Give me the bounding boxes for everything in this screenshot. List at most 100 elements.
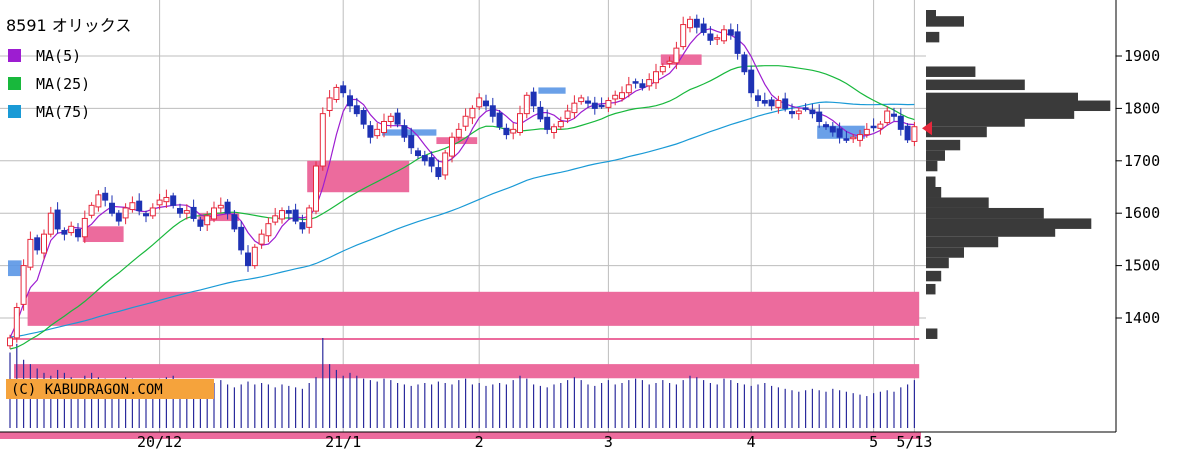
support-box xyxy=(660,54,702,65)
ma75-line xyxy=(9,101,915,338)
candlestick xyxy=(360,107,367,129)
candle-body xyxy=(455,128,462,138)
candlestick xyxy=(673,41,680,70)
candle-body xyxy=(551,126,557,134)
candlestick xyxy=(306,204,313,234)
candle-body xyxy=(428,157,435,167)
candlestick xyxy=(197,216,204,232)
candle-body xyxy=(489,105,496,117)
candlestick xyxy=(721,25,727,44)
candle-body xyxy=(95,194,102,208)
profile-bar xyxy=(926,197,989,208)
profile-bar xyxy=(926,79,1025,91)
candlestick xyxy=(367,120,374,144)
candle-body xyxy=(870,125,877,129)
axes: 1400 1500 1600 1700 1800 1900 20/12 21/1 2 3 4 5 5/1… xyxy=(0,0,1160,451)
candlestick xyxy=(829,122,836,137)
candle-body xyxy=(578,97,585,103)
candlestick xyxy=(129,196,136,213)
candle-body xyxy=(217,204,224,209)
candlestick xyxy=(795,107,802,120)
candlestick xyxy=(714,34,721,45)
candlestick xyxy=(442,149,449,180)
candle-body xyxy=(149,207,156,217)
resistance-box xyxy=(382,129,437,136)
candlestick xyxy=(34,234,41,255)
candlestick xyxy=(258,229,265,249)
candlestick xyxy=(564,104,571,124)
candle-body xyxy=(435,167,442,178)
candlestick xyxy=(625,76,632,98)
candle-body xyxy=(625,84,632,94)
profile-bar xyxy=(926,187,942,198)
candle-body xyxy=(707,33,714,41)
candlestick xyxy=(47,206,54,238)
candlestick xyxy=(469,105,476,125)
candle-body xyxy=(231,214,238,230)
candle-body xyxy=(190,206,197,219)
candlestick xyxy=(775,95,782,114)
candlesticks xyxy=(7,14,918,349)
candlestick xyxy=(904,123,911,143)
candlestick xyxy=(768,96,775,111)
candle-body xyxy=(306,207,313,228)
candlestick xyxy=(816,104,823,128)
candlestick xyxy=(177,203,183,218)
candlestick xyxy=(224,199,231,220)
y-tick-label: 1500 xyxy=(1124,257,1160,275)
candle-body xyxy=(761,100,768,104)
candlestick xyxy=(653,63,659,90)
candlestick xyxy=(809,103,816,119)
resistance-box xyxy=(8,260,22,277)
candlestick xyxy=(217,197,224,213)
support-box xyxy=(82,226,124,243)
resistance-box xyxy=(538,87,566,94)
candlestick xyxy=(428,151,435,173)
candlestick xyxy=(523,92,530,119)
profile-bar xyxy=(926,126,987,138)
candlestick xyxy=(41,229,47,260)
candle-body xyxy=(911,126,918,142)
candle-body xyxy=(279,210,285,220)
candlestick xyxy=(149,203,156,219)
candlestick xyxy=(238,221,245,255)
candle-body xyxy=(421,155,428,162)
candle-body xyxy=(88,204,95,216)
candle-body xyxy=(687,18,693,29)
candle-body xyxy=(374,128,381,137)
candle-body xyxy=(863,128,870,136)
candlestick xyxy=(136,193,143,216)
candle-body xyxy=(734,31,741,54)
candlestick xyxy=(857,129,863,147)
candle-body xyxy=(884,110,891,124)
candlestick xyxy=(646,73,653,91)
legend-label-ma5: MA(5) xyxy=(36,47,81,65)
candlestick xyxy=(666,56,673,69)
candle-body xyxy=(401,125,408,138)
y-tick-label: 1700 xyxy=(1124,152,1160,170)
candle-body xyxy=(449,136,455,157)
moving-averages xyxy=(9,28,915,350)
candle-body xyxy=(496,112,503,128)
candle-body xyxy=(829,126,836,133)
candle-body xyxy=(115,212,122,222)
candle-body xyxy=(897,115,904,130)
candlestick xyxy=(183,204,190,220)
candle-body xyxy=(272,215,279,223)
candlestick xyxy=(156,193,163,210)
candlestick xyxy=(836,122,843,144)
candlestick xyxy=(279,207,285,224)
candle-body xyxy=(347,95,353,107)
candlestick xyxy=(68,221,75,236)
candlestick xyxy=(891,107,897,121)
y-tick-label: 1900 xyxy=(1124,47,1160,65)
candle-body xyxy=(333,86,340,100)
candle-body xyxy=(517,113,523,134)
candle-body xyxy=(809,109,816,115)
candlestick xyxy=(285,205,292,220)
candlestick xyxy=(850,134,857,143)
candle-body xyxy=(741,54,748,73)
x-tick-label: 2 xyxy=(475,433,484,451)
candlestick xyxy=(170,192,177,209)
candle-body xyxy=(245,252,251,267)
